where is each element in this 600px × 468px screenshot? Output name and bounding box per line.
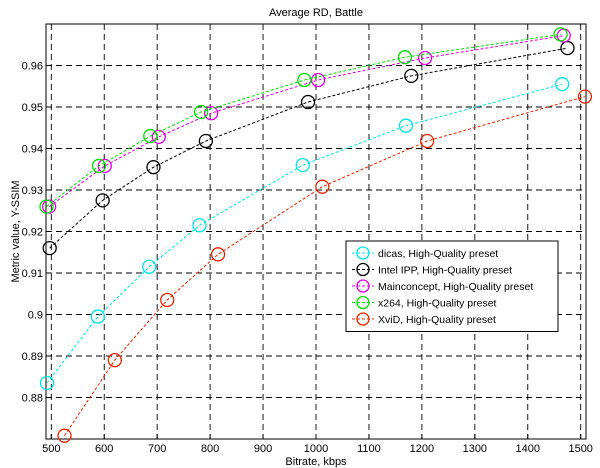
tick-labels: 500 600 700 800 900 1000 1100 1200 1300 1400 1500 0…: [22, 61, 593, 456]
y-axis-label: Metric value, Y-SSIM: [10, 180, 22, 282]
data-point: [90, 309, 106, 324]
legend-label: XviD, High-Quality preset: [378, 314, 496, 326]
data-point: [555, 77, 570, 92]
data-point: [192, 218, 207, 233]
data-point: [91, 158, 107, 174]
data-point: [42, 240, 57, 256]
data-point: [210, 247, 226, 262]
data-point: [143, 128, 158, 144]
data-point: [300, 94, 316, 110]
data-point: [39, 199, 54, 214]
legend-marker: [356, 312, 370, 326]
data-point: [310, 72, 326, 88]
x-tick-label: 1300: [463, 443, 487, 455]
legend-marker: [356, 295, 370, 310]
y-tick-label: 0.89: [22, 351, 43, 363]
y-tick-label: 0.9: [28, 310, 43, 322]
data-point: [297, 72, 312, 88]
x-tick-label: 1200: [410, 443, 434, 455]
x-tick-label: 800: [201, 443, 219, 455]
y-tick-label: 0.92: [22, 227, 43, 239]
series-line: [48, 35, 564, 208]
data-point: [397, 50, 413, 65]
data-point: [193, 104, 209, 120]
x-axis-label: Bitrate, kbps: [285, 456, 347, 468]
data-point: [142, 259, 157, 274]
y-tick-label: 0.94: [22, 144, 43, 156]
data-point: [151, 129, 166, 145]
series-layer: [39, 27, 593, 443]
series-line: [46, 83, 563, 384]
data-point: [417, 50, 433, 66]
x-tick-label: 1000: [304, 443, 328, 455]
data-point: [204, 106, 219, 121]
y-tick-label: 0.93: [22, 185, 43, 197]
x-tick-label: 500: [42, 443, 60, 455]
data-point: [57, 428, 72, 443]
y-tick-label: 0.88: [22, 393, 43, 405]
data-point: [404, 68, 419, 84]
data-point: [315, 179, 330, 194]
legend-box: [345, 240, 559, 332]
legend-label: dicas, High-Quality preset: [378, 248, 498, 260]
series: [42, 40, 575, 256]
x-tick-label: 600: [95, 443, 113, 455]
data-point: [107, 352, 122, 368]
legend-label: Mainconcept, High-Quality preset: [378, 281, 533, 293]
x-tick-label: 1100: [357, 443, 381, 455]
data-point: [146, 160, 161, 175]
y-tick-label: 0.96: [22, 61, 43, 73]
data-point: [97, 158, 112, 174]
legend-marker: [356, 279, 370, 293]
x-tick-label: 900: [254, 443, 272, 455]
data-point: [160, 292, 175, 308]
y-tick-label: 0.95: [22, 102, 43, 114]
series: [39, 77, 570, 391]
x-tick-label: 700: [148, 443, 166, 455]
legend-marker: [356, 246, 370, 260]
chart-title: Average RD, Battle: [269, 7, 363, 19]
series-line: [49, 47, 568, 249]
data-point: [42, 199, 57, 214]
data-point: [398, 118, 414, 133]
legend: dicas, High-Quality preset Intel IPP, Hig…: [345, 240, 559, 332]
data-point: [95, 193, 110, 208]
data-point: [577, 89, 593, 104]
plot-frame: [45, 23, 587, 440]
data-point: [553, 27, 568, 42]
series: [39, 27, 568, 214]
x-tick-label: 1500: [568, 443, 592, 455]
y-tick-label: 0.91: [22, 268, 43, 280]
legend-label: Intel IPP, High-Quality preset: [378, 265, 512, 277]
data-point: [198, 133, 214, 149]
series: [42, 28, 571, 214]
data-point: [39, 375, 55, 391]
x-tick-label: 1400: [516, 443, 540, 455]
series-line: [46, 33, 561, 207]
series: [57, 89, 593, 443]
data-point: [420, 133, 435, 149]
legend-label: x264, High-Quality preset: [378, 298, 497, 310]
series-line: [64, 96, 586, 436]
data-point: [295, 157, 310, 173]
legend-marker: [356, 262, 370, 277]
